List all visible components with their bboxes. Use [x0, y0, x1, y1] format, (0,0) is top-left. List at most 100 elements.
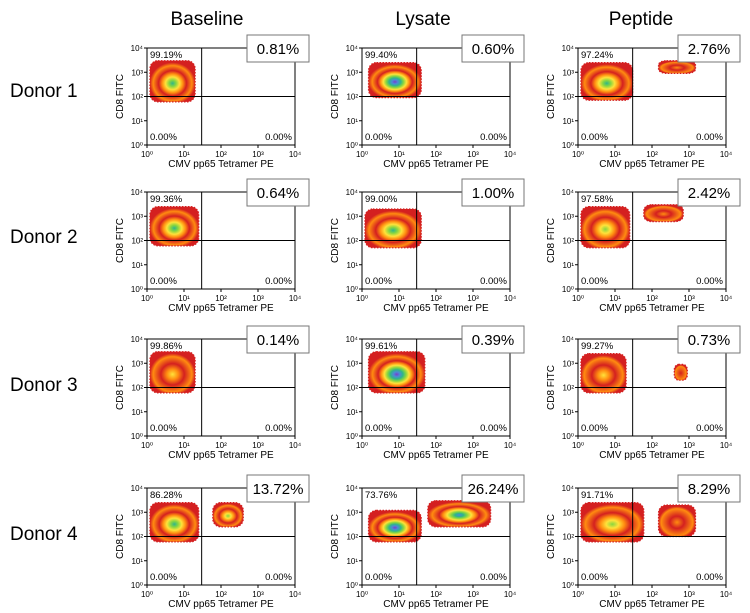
- quadrant-upper-right-value: 13.72%: [253, 481, 304, 498]
- population-layer: [367, 500, 492, 543]
- cell-population-1: [149, 205, 200, 247]
- column-header-baseline: Baseline: [171, 9, 244, 30]
- cell-population-2: [212, 501, 244, 528]
- y-tick-label: 10³: [562, 212, 574, 221]
- quadrant-upper-right-value: 0.60%: [472, 41, 515, 58]
- row-label-donor-4: Donor 4: [10, 524, 78, 545]
- quadrant-lower-right-value: 0.00%: [265, 572, 292, 583]
- quadrant-lower-left-value: 0.00%: [365, 572, 392, 583]
- x-tick-label: 10¹: [178, 150, 190, 159]
- x-tick-label: 10¹: [178, 294, 190, 303]
- y-tick-label: 10⁰: [346, 285, 358, 294]
- quadrant-upper-left-value: 91.71%: [581, 490, 614, 501]
- x-tick-label: 10³: [467, 150, 479, 159]
- quadrant-lower-right-value: 0.00%: [696, 572, 723, 583]
- y-tick-label: 10⁴: [346, 484, 359, 493]
- cell-population-2: [657, 504, 697, 538]
- y-tick-label: 10⁰: [346, 432, 358, 441]
- quadrant-upper-right-value: 0.64%: [257, 185, 300, 202]
- population-layer: [580, 60, 697, 101]
- column-header-lysate: Lysate: [395, 9, 450, 30]
- cell-population-1: [580, 205, 631, 249]
- y-axis-label: CD8 FITC: [115, 74, 126, 119]
- cell-population-1: [580, 61, 634, 101]
- quadrant-lower-left-value: 0.00%: [581, 276, 608, 287]
- y-tick-label: 10⁴: [562, 335, 575, 344]
- x-axis-label: CMV pp65 Tetramer PE: [168, 303, 274, 314]
- x-tick-label: 10⁴: [720, 590, 733, 599]
- population-layer: [149, 60, 196, 103]
- y-tick-label: 10⁴: [346, 44, 359, 53]
- x-tick-label: 10²: [430, 294, 442, 303]
- quadrant-upper-right-box: [246, 178, 310, 207]
- population-layer: [367, 61, 422, 99]
- x-tick-label: 10³: [467, 441, 479, 450]
- quadrant-upper-right-box: [677, 34, 741, 63]
- x-tick-label: 10⁰: [141, 441, 153, 450]
- quadrant-lower-left-value: 0.00%: [581, 572, 608, 583]
- quadrant-lower-left-value: 0.00%: [150, 132, 177, 143]
- quadrant-upper-right-value: 8.29%: [688, 481, 731, 498]
- x-tick-label: 10⁴: [504, 294, 517, 303]
- y-tick-label: 10³: [346, 212, 358, 221]
- population-layer: [580, 204, 684, 249]
- quadrant-upper-right-box: [461, 34, 525, 63]
- quadrant-lower-right-value: 0.00%: [265, 423, 292, 434]
- y-tick-label: 10³: [562, 508, 574, 517]
- quadrant-lower-right-value: 0.00%: [696, 423, 723, 434]
- y-tick-label: 10³: [131, 359, 143, 368]
- row-label-donor-1: Donor 1: [10, 81, 78, 102]
- x-axis-label: CMV pp65 Tetramer PE: [383, 159, 489, 170]
- x-axis-label: CMV pp65 Tetramer PE: [168, 450, 274, 461]
- y-tick-label: 10⁰: [131, 141, 143, 150]
- x-tick-label: 10⁴: [289, 294, 302, 303]
- x-tick-label: 10⁴: [720, 150, 733, 159]
- cell-population-1: [149, 60, 196, 103]
- quadrant-upper-right-box: [677, 474, 741, 503]
- quadrant-upper-right-box: [677, 325, 741, 354]
- y-tick-label: 10⁴: [346, 335, 359, 344]
- y-axis-label: CD8 FITC: [546, 218, 557, 263]
- quadrant-upper-left-value: 99.86%: [150, 341, 183, 352]
- quadrant-lower-right-value: 0.00%: [480, 276, 507, 287]
- quadrant-upper-left-value: 99.40%: [365, 50, 398, 61]
- y-tick-label: 10²: [562, 533, 574, 542]
- x-axis-label: CMV pp65 Tetramer PE: [168, 599, 274, 610]
- quadrant-upper-right-box: [461, 474, 525, 503]
- y-tick-label: 10⁰: [562, 432, 574, 441]
- y-tick-label: 10⁰: [562, 285, 574, 294]
- x-tick-label: 10³: [683, 590, 695, 599]
- x-tick-label: 10⁰: [572, 294, 584, 303]
- x-tick-label: 10¹: [178, 441, 190, 450]
- x-tick-label: 10³: [683, 150, 695, 159]
- row-label-donor-2: Donor 2: [10, 227, 78, 248]
- y-axis-label: CD8 FITC: [115, 365, 126, 410]
- y-tick-label: 10¹: [562, 408, 574, 417]
- y-tick-label: 10²: [346, 93, 358, 102]
- y-tick-label: 10³: [346, 508, 358, 517]
- x-tick-label: 10²: [215, 150, 227, 159]
- x-tick-label: 10¹: [609, 150, 621, 159]
- x-tick-label: 10⁰: [356, 294, 368, 303]
- x-tick-label: 10²: [646, 150, 658, 159]
- y-tick-label: 10⁰: [346, 141, 358, 150]
- y-tick-label: 10²: [131, 93, 143, 102]
- y-tick-label: 10⁴: [562, 484, 575, 493]
- x-tick-label: 10²: [646, 441, 658, 450]
- y-tick-label: 10⁴: [562, 44, 575, 53]
- x-tick-label: 10²: [646, 590, 658, 599]
- quadrant-upper-right-box: [677, 178, 741, 207]
- population-layer: [580, 501, 697, 543]
- quadrant-lower-right-value: 0.00%: [265, 276, 292, 287]
- x-tick-label: 10¹: [393, 150, 405, 159]
- quadrant-upper-right-value: 0.73%: [688, 332, 731, 349]
- x-tick-label: 10³: [252, 294, 264, 303]
- x-tick-label: 10⁴: [289, 590, 302, 599]
- x-axis-label: CMV pp65 Tetramer PE: [599, 450, 705, 461]
- cell-population-1: [580, 352, 627, 394]
- y-tick-label: 10²: [131, 384, 143, 393]
- y-axis-label: CD8 FITC: [330, 218, 341, 263]
